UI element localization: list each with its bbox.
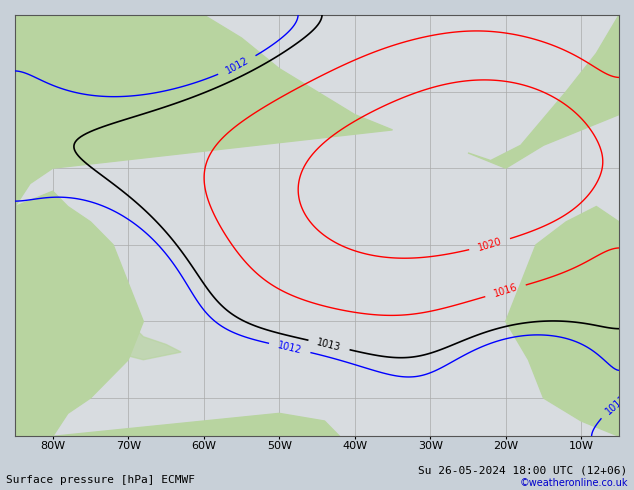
Text: 1012: 1012 <box>224 55 250 76</box>
Text: ©weatheronline.co.uk: ©weatheronline.co.uk <box>519 478 628 488</box>
Polygon shape <box>15 191 143 436</box>
Polygon shape <box>15 414 340 475</box>
Text: 1012: 1012 <box>276 340 303 356</box>
Polygon shape <box>15 15 392 206</box>
Text: 1012: 1012 <box>604 392 628 416</box>
Text: 1016: 1016 <box>493 282 519 299</box>
Text: Su 26-05-2024 18:00 UTC (12+06): Su 26-05-2024 18:00 UTC (12+06) <box>418 466 628 475</box>
Text: 1020: 1020 <box>477 236 503 253</box>
Text: 1013: 1013 <box>316 337 342 353</box>
Polygon shape <box>53 298 181 360</box>
Polygon shape <box>506 206 619 436</box>
Text: Surface pressure [hPa] ECMWF: Surface pressure [hPa] ECMWF <box>6 475 195 485</box>
Polygon shape <box>468 15 619 168</box>
